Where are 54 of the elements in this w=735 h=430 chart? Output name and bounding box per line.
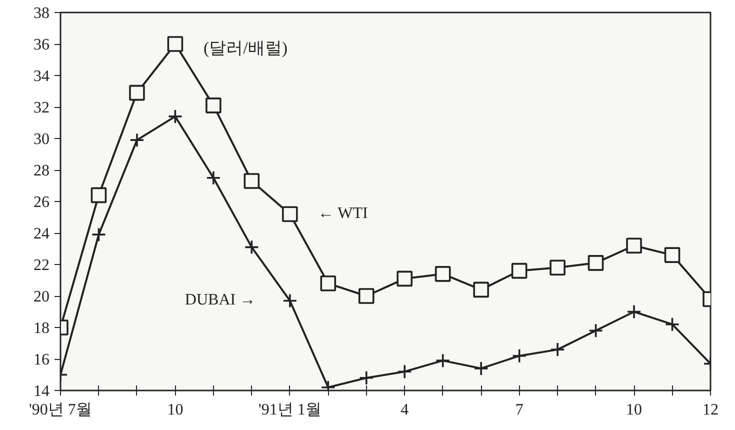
x-tick-label: 7 xyxy=(515,402,524,418)
point xyxy=(206,98,222,114)
annotation: ← WTI xyxy=(318,205,368,222)
x-tick-label: 4 xyxy=(400,402,409,418)
y-tick-label: 26 xyxy=(34,194,50,211)
annotation: (달러/배럴) xyxy=(204,38,288,58)
point xyxy=(664,316,680,332)
point xyxy=(664,247,680,263)
point xyxy=(626,238,642,254)
point xyxy=(282,293,298,308)
point xyxy=(90,187,107,204)
y-tick-label: 36 xyxy=(34,36,50,54)
point xyxy=(474,361,488,376)
point xyxy=(512,348,527,364)
y-tick-label: 32 xyxy=(34,100,50,116)
y-tick-label: 34 xyxy=(34,68,50,85)
point xyxy=(434,266,451,282)
point xyxy=(397,364,412,379)
point xyxy=(320,276,336,292)
y-tick-label: 20 xyxy=(34,288,50,306)
point xyxy=(511,262,528,279)
y-tick-label: 30 xyxy=(34,131,50,148)
point xyxy=(358,370,374,386)
point xyxy=(91,227,106,242)
point xyxy=(206,170,221,186)
x-tick-label: 12 xyxy=(702,402,718,418)
point xyxy=(626,304,642,320)
point xyxy=(435,353,450,368)
point xyxy=(129,84,145,101)
point xyxy=(130,132,144,148)
y-tick-label: 14 xyxy=(34,383,50,400)
point xyxy=(588,323,604,338)
x-tick-label: 10 xyxy=(167,402,184,418)
point xyxy=(550,260,566,276)
point xyxy=(550,342,565,357)
y-tick-label: 22 xyxy=(34,257,50,274)
y-tick-label: 24 xyxy=(34,226,50,242)
point xyxy=(473,282,489,298)
point xyxy=(168,109,183,124)
x-tick-label: 10 xyxy=(626,402,642,418)
point xyxy=(244,240,260,255)
point xyxy=(396,270,413,287)
point xyxy=(282,206,298,222)
y-tick-label: 28 xyxy=(34,162,50,180)
x-tick-label: '91년 1월 xyxy=(258,402,322,418)
annotation: DUBAI → xyxy=(184,292,256,309)
y-tick-label: 18 xyxy=(34,320,50,337)
point xyxy=(167,36,184,52)
x-tick-label: '90년 7월 xyxy=(29,402,92,418)
point xyxy=(588,255,604,271)
y-tick-label: 16 xyxy=(34,352,50,368)
point xyxy=(358,288,374,304)
y-tick-label: 38 xyxy=(34,5,50,22)
point xyxy=(244,173,260,189)
